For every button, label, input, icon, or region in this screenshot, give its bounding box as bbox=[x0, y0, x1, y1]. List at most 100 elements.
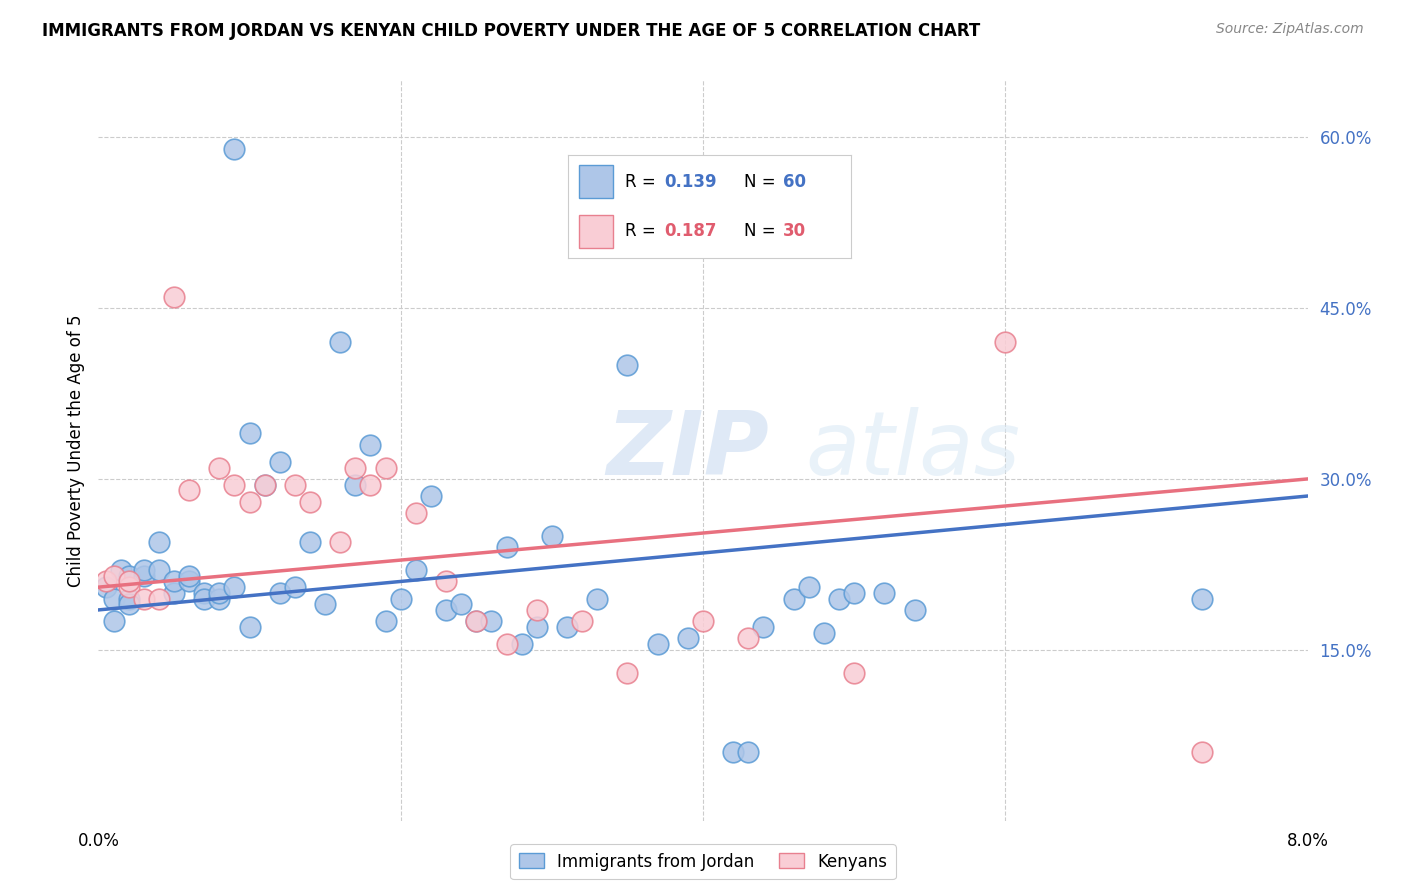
Point bbox=[253, 477, 276, 491]
Text: atlas: atlas bbox=[806, 408, 1021, 493]
Point bbox=[994, 335, 1017, 350]
Point bbox=[737, 745, 759, 759]
Text: N =: N = bbox=[744, 173, 780, 191]
Point bbox=[692, 615, 714, 629]
Point bbox=[465, 615, 488, 629]
Point bbox=[723, 745, 745, 759]
Point bbox=[208, 591, 231, 606]
Point bbox=[224, 477, 246, 491]
Point bbox=[148, 591, 170, 606]
Point bbox=[148, 563, 170, 577]
Point bbox=[571, 615, 593, 629]
Point bbox=[94, 574, 117, 589]
Point bbox=[314, 597, 336, 611]
Text: N =: N = bbox=[744, 222, 780, 240]
Point bbox=[94, 580, 117, 594]
Point bbox=[1191, 745, 1213, 759]
Legend: Immigrants from Jordan, Kenyans: Immigrants from Jordan, Kenyans bbox=[510, 844, 896, 879]
Point bbox=[540, 529, 562, 543]
Text: R =: R = bbox=[624, 173, 661, 191]
Point bbox=[163, 290, 186, 304]
Point bbox=[676, 632, 699, 646]
Point bbox=[616, 665, 638, 680]
Point bbox=[103, 591, 125, 606]
Point bbox=[329, 335, 352, 350]
Text: 30: 30 bbox=[783, 222, 807, 240]
Point bbox=[647, 637, 669, 651]
Point bbox=[873, 586, 896, 600]
Point bbox=[495, 637, 517, 651]
Point bbox=[132, 591, 155, 606]
Point bbox=[239, 426, 262, 441]
Point bbox=[360, 438, 382, 452]
Text: ZIP: ZIP bbox=[606, 407, 769, 494]
Point bbox=[179, 483, 201, 498]
Point bbox=[269, 455, 291, 469]
Point bbox=[434, 603, 457, 617]
Point bbox=[783, 591, 806, 606]
Point bbox=[465, 615, 488, 629]
Y-axis label: Child Poverty Under the Age of 5: Child Poverty Under the Age of 5 bbox=[66, 314, 84, 587]
Point bbox=[797, 580, 820, 594]
Point bbox=[526, 603, 548, 617]
Text: 0.187: 0.187 bbox=[665, 222, 717, 240]
Point bbox=[253, 477, 276, 491]
Point bbox=[737, 632, 759, 646]
Point bbox=[389, 591, 412, 606]
Point bbox=[344, 460, 367, 475]
Point bbox=[103, 568, 125, 582]
Point bbox=[110, 563, 132, 577]
Point bbox=[132, 568, 155, 582]
Point bbox=[374, 615, 396, 629]
Point bbox=[510, 637, 533, 651]
Point bbox=[208, 460, 231, 475]
Point bbox=[360, 477, 382, 491]
Point bbox=[844, 665, 866, 680]
Point bbox=[284, 477, 307, 491]
Point bbox=[526, 620, 548, 634]
Point bbox=[239, 494, 262, 508]
Point bbox=[374, 460, 396, 475]
Point bbox=[118, 580, 141, 594]
Point bbox=[450, 597, 472, 611]
Bar bbox=[579, 215, 613, 248]
Point bbox=[344, 477, 367, 491]
Point bbox=[193, 591, 215, 606]
Point bbox=[163, 586, 186, 600]
Point bbox=[329, 534, 352, 549]
Text: R =: R = bbox=[624, 222, 661, 240]
Point bbox=[118, 568, 141, 582]
Bar bbox=[579, 165, 613, 198]
Point bbox=[299, 494, 322, 508]
Point bbox=[405, 563, 427, 577]
Point bbox=[208, 586, 231, 600]
Point bbox=[555, 620, 578, 634]
Point bbox=[844, 586, 866, 600]
Point bbox=[118, 591, 141, 606]
Text: 0.139: 0.139 bbox=[665, 173, 717, 191]
Point bbox=[163, 574, 186, 589]
Point bbox=[224, 580, 246, 594]
Point bbox=[420, 489, 443, 503]
Point bbox=[752, 620, 775, 634]
Text: 60: 60 bbox=[783, 173, 806, 191]
Point bbox=[405, 506, 427, 520]
Point bbox=[1191, 591, 1213, 606]
Point bbox=[132, 563, 155, 577]
Point bbox=[118, 597, 141, 611]
Point bbox=[495, 541, 517, 555]
Point bbox=[828, 591, 851, 606]
Point bbox=[179, 574, 201, 589]
Point bbox=[813, 625, 835, 640]
Point bbox=[616, 358, 638, 372]
Point bbox=[148, 534, 170, 549]
Point bbox=[179, 568, 201, 582]
Point bbox=[284, 580, 307, 594]
Text: IMMIGRANTS FROM JORDAN VS KENYAN CHILD POVERTY UNDER THE AGE OF 5 CORRELATION CH: IMMIGRANTS FROM JORDAN VS KENYAN CHILD P… bbox=[42, 22, 980, 40]
Point bbox=[481, 615, 503, 629]
Point bbox=[193, 586, 215, 600]
Point bbox=[586, 591, 609, 606]
Point bbox=[299, 534, 322, 549]
Point bbox=[904, 603, 927, 617]
Point bbox=[239, 620, 262, 634]
